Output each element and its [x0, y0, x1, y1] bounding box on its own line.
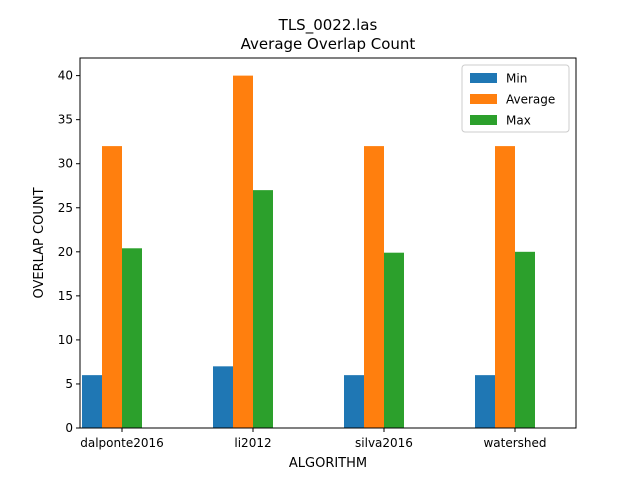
legend-label-average: Average	[506, 93, 555, 107]
bars-group	[82, 75, 535, 429]
bar-min-dalponte2016	[82, 375, 102, 428]
y-tick-label: 40	[58, 69, 73, 83]
bar-max-dalponte2016	[122, 248, 142, 428]
legend-label-min: Min	[506, 72, 527, 86]
legend-label-max: Max	[506, 114, 531, 128]
x-axis-label: ALGORITHM	[289, 456, 367, 471]
legend-swatch-max	[470, 115, 497, 125]
bar-min-li2012	[213, 366, 233, 428]
chart-title: TLS_0022.las	[278, 16, 378, 35]
y-tick-label: 20	[58, 245, 73, 259]
x-tick-label: watershed	[483, 436, 546, 450]
legend-swatch-min	[470, 73, 497, 83]
bar-average-li2012	[233, 75, 253, 429]
x-axis: dalponte2016 li2012 silva2016 watershed	[80, 428, 547, 450]
y-tick-label: 0	[65, 421, 73, 435]
y-tick-label: 35	[58, 113, 73, 127]
y-tick-label: 5	[65, 377, 73, 391]
x-tick-label: li2012	[234, 436, 271, 450]
bar-average-silva2016	[364, 146, 384, 428]
bar-max-silva2016	[384, 252, 404, 428]
bar-max-watershed	[515, 251, 535, 428]
bar-average-watershed	[495, 146, 515, 428]
legend: Min Average Max	[461, 64, 570, 133]
bar-max-li2012	[253, 190, 273, 428]
bar-average-dalponte2016	[102, 146, 122, 428]
y-axis: 0 5 10 15 20 25 30 35 40	[58, 69, 80, 435]
bar-min-watershed	[475, 375, 495, 428]
x-tick-label: silva2016	[355, 436, 413, 450]
y-tick-label: 15	[58, 289, 73, 303]
bar-min-silva2016	[344, 375, 364, 428]
y-tick-label: 25	[58, 201, 73, 215]
x-tick-label: dalponte2016	[80, 436, 164, 450]
y-tick-label: 30	[58, 157, 73, 171]
chart-subtitle: Average Overlap Count	[241, 35, 416, 53]
legend-swatch-average	[470, 94, 497, 104]
y-axis-label: OVERLAP COUNT	[32, 187, 47, 298]
plot-frame	[79, 57, 577, 429]
y-tick-label: 10	[58, 333, 73, 347]
